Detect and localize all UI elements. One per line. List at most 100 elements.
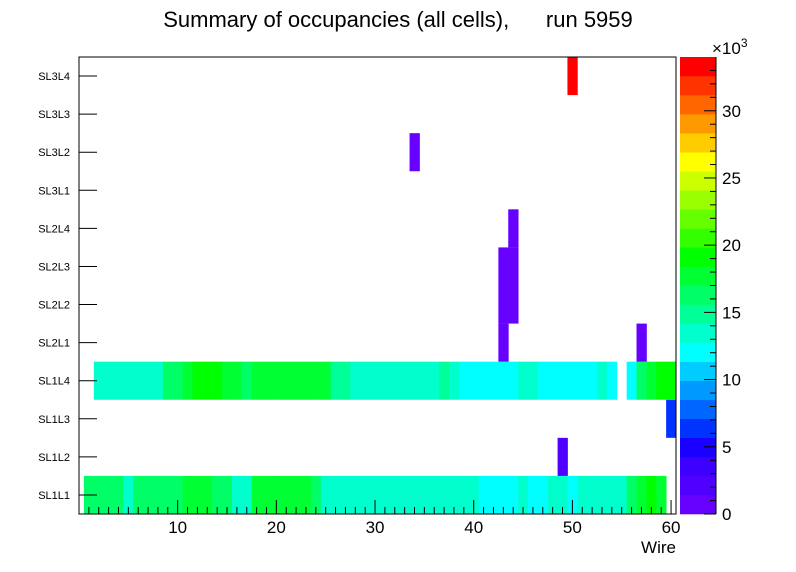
heatmap-cell — [261, 361, 272, 400]
heatmap-cell — [360, 361, 371, 400]
heatmap-cell — [310, 361, 322, 400]
y-tick-label: SL2L3 — [38, 261, 70, 273]
heatmap-cell — [379, 475, 391, 514]
palette-swatch — [680, 57, 716, 77]
heatmap-cell — [557, 437, 568, 476]
heatmap-cell — [153, 361, 164, 400]
palette-swatch — [680, 304, 716, 324]
heatmap-cell — [429, 361, 440, 400]
heatmap-cell — [281, 361, 292, 400]
heatmap-cell — [399, 361, 410, 400]
heatmap-cell — [409, 361, 420, 400]
heatmap-cell — [567, 475, 578, 514]
heatmap-cell — [656, 475, 667, 514]
heatmap-cell — [557, 475, 568, 514]
palette-swatch — [680, 152, 716, 172]
palette-swatch — [680, 494, 716, 515]
heatmap-cell — [518, 361, 529, 400]
heatmap-cell — [488, 361, 499, 400]
heatmap-cell — [409, 133, 420, 172]
y-tick-label: SL2L2 — [38, 300, 70, 312]
heatmap-cell — [656, 361, 667, 400]
y-tick-label: SL3L2 — [38, 147, 70, 159]
heatmap-cell — [123, 361, 134, 400]
heatmap-cell — [261, 475, 272, 514]
z-tick-label: 0 — [722, 505, 731, 524]
heatmap-cell — [606, 475, 618, 514]
heatmap-cell — [439, 361, 450, 400]
heatmap-cell — [478, 361, 489, 400]
x-tick-label: 50 — [563, 518, 582, 537]
palette-swatch — [680, 342, 716, 362]
palette-swatch — [680, 418, 716, 439]
heatmap-cell — [231, 475, 243, 514]
heatmap-cell — [123, 475, 134, 514]
z-tick-label: 30 — [722, 102, 741, 121]
heatmap-cell — [537, 475, 549, 514]
heatmap-cell — [153, 475, 164, 514]
heatmap-cell — [488, 475, 499, 514]
heatmap-cell — [577, 361, 588, 400]
heatmap-cell — [162, 475, 174, 514]
heatmap-cell — [597, 361, 608, 400]
heatmap-cell — [192, 475, 203, 514]
heatmap-cell — [616, 475, 628, 514]
heatmap-cell — [439, 475, 450, 514]
heatmap-cell — [291, 475, 302, 514]
heatmap-cell — [527, 361, 539, 400]
heatmap-cell — [547, 475, 558, 514]
z-tick-label: 10 — [722, 371, 741, 390]
heatmap-cell — [458, 361, 470, 400]
heatmap-cell — [212, 361, 223, 400]
heatmap-cell — [419, 361, 430, 400]
y-tick-label: SL1L2 — [38, 452, 70, 464]
heatmap-cell — [597, 475, 608, 514]
heatmap-cell — [143, 475, 154, 514]
palette-swatch — [680, 437, 716, 458]
heatmap-cell — [241, 361, 253, 400]
heatmap-cell — [93, 361, 105, 400]
heatmap-cell — [508, 475, 519, 514]
heatmap-cell — [419, 475, 430, 514]
heatmap-cell — [291, 361, 302, 400]
z-multiplier-label: ×103 — [712, 36, 748, 58]
palette-swatch — [680, 76, 716, 96]
heatmap-cell — [478, 475, 489, 514]
heatmap-cell — [567, 57, 578, 96]
heatmap-cell — [320, 475, 332, 514]
heatmap-cell — [429, 475, 440, 514]
palette-swatch — [680, 190, 716, 210]
heatmap-cell — [498, 285, 509, 324]
heatmap-cell — [518, 475, 529, 514]
heatmap-cell — [172, 475, 184, 514]
heatmap-cell — [389, 361, 401, 400]
heatmap-cell — [646, 475, 657, 514]
heatmap-cell — [330, 475, 341, 514]
x-tick-label: 30 — [366, 518, 385, 537]
heatmap-cell — [498, 475, 509, 514]
palette-swatch — [680, 247, 716, 267]
x-tick-label: 10 — [168, 518, 187, 537]
heatmap-cell — [113, 361, 124, 400]
heatmap-cell — [468, 361, 480, 400]
x-tick-label: 40 — [464, 518, 483, 537]
heatmap-cell — [162, 361, 174, 400]
heatmap-cell — [133, 361, 144, 400]
heatmap-cell — [370, 361, 381, 400]
heatmap-cell — [389, 475, 401, 514]
y-tick-label: SL1L1 — [38, 490, 70, 502]
z-tick-label: 20 — [722, 236, 741, 255]
heatmap-cell — [498, 247, 509, 286]
heatmap-cell — [449, 475, 460, 514]
x-axis-label: Wire — [641, 538, 676, 557]
heatmap-cell — [103, 361, 114, 400]
heatmap-cells — [83, 57, 677, 514]
heatmap-cell — [567, 361, 578, 400]
chart-title: Summary of occupancies (all cells), run … — [163, 7, 633, 32]
palette-swatch — [680, 399, 716, 420]
palette-swatch — [680, 266, 716, 286]
heatmap-cell — [626, 361, 637, 400]
palette-swatch — [680, 285, 716, 305]
heatmap-cell — [508, 285, 519, 324]
palette-swatch — [680, 361, 716, 382]
